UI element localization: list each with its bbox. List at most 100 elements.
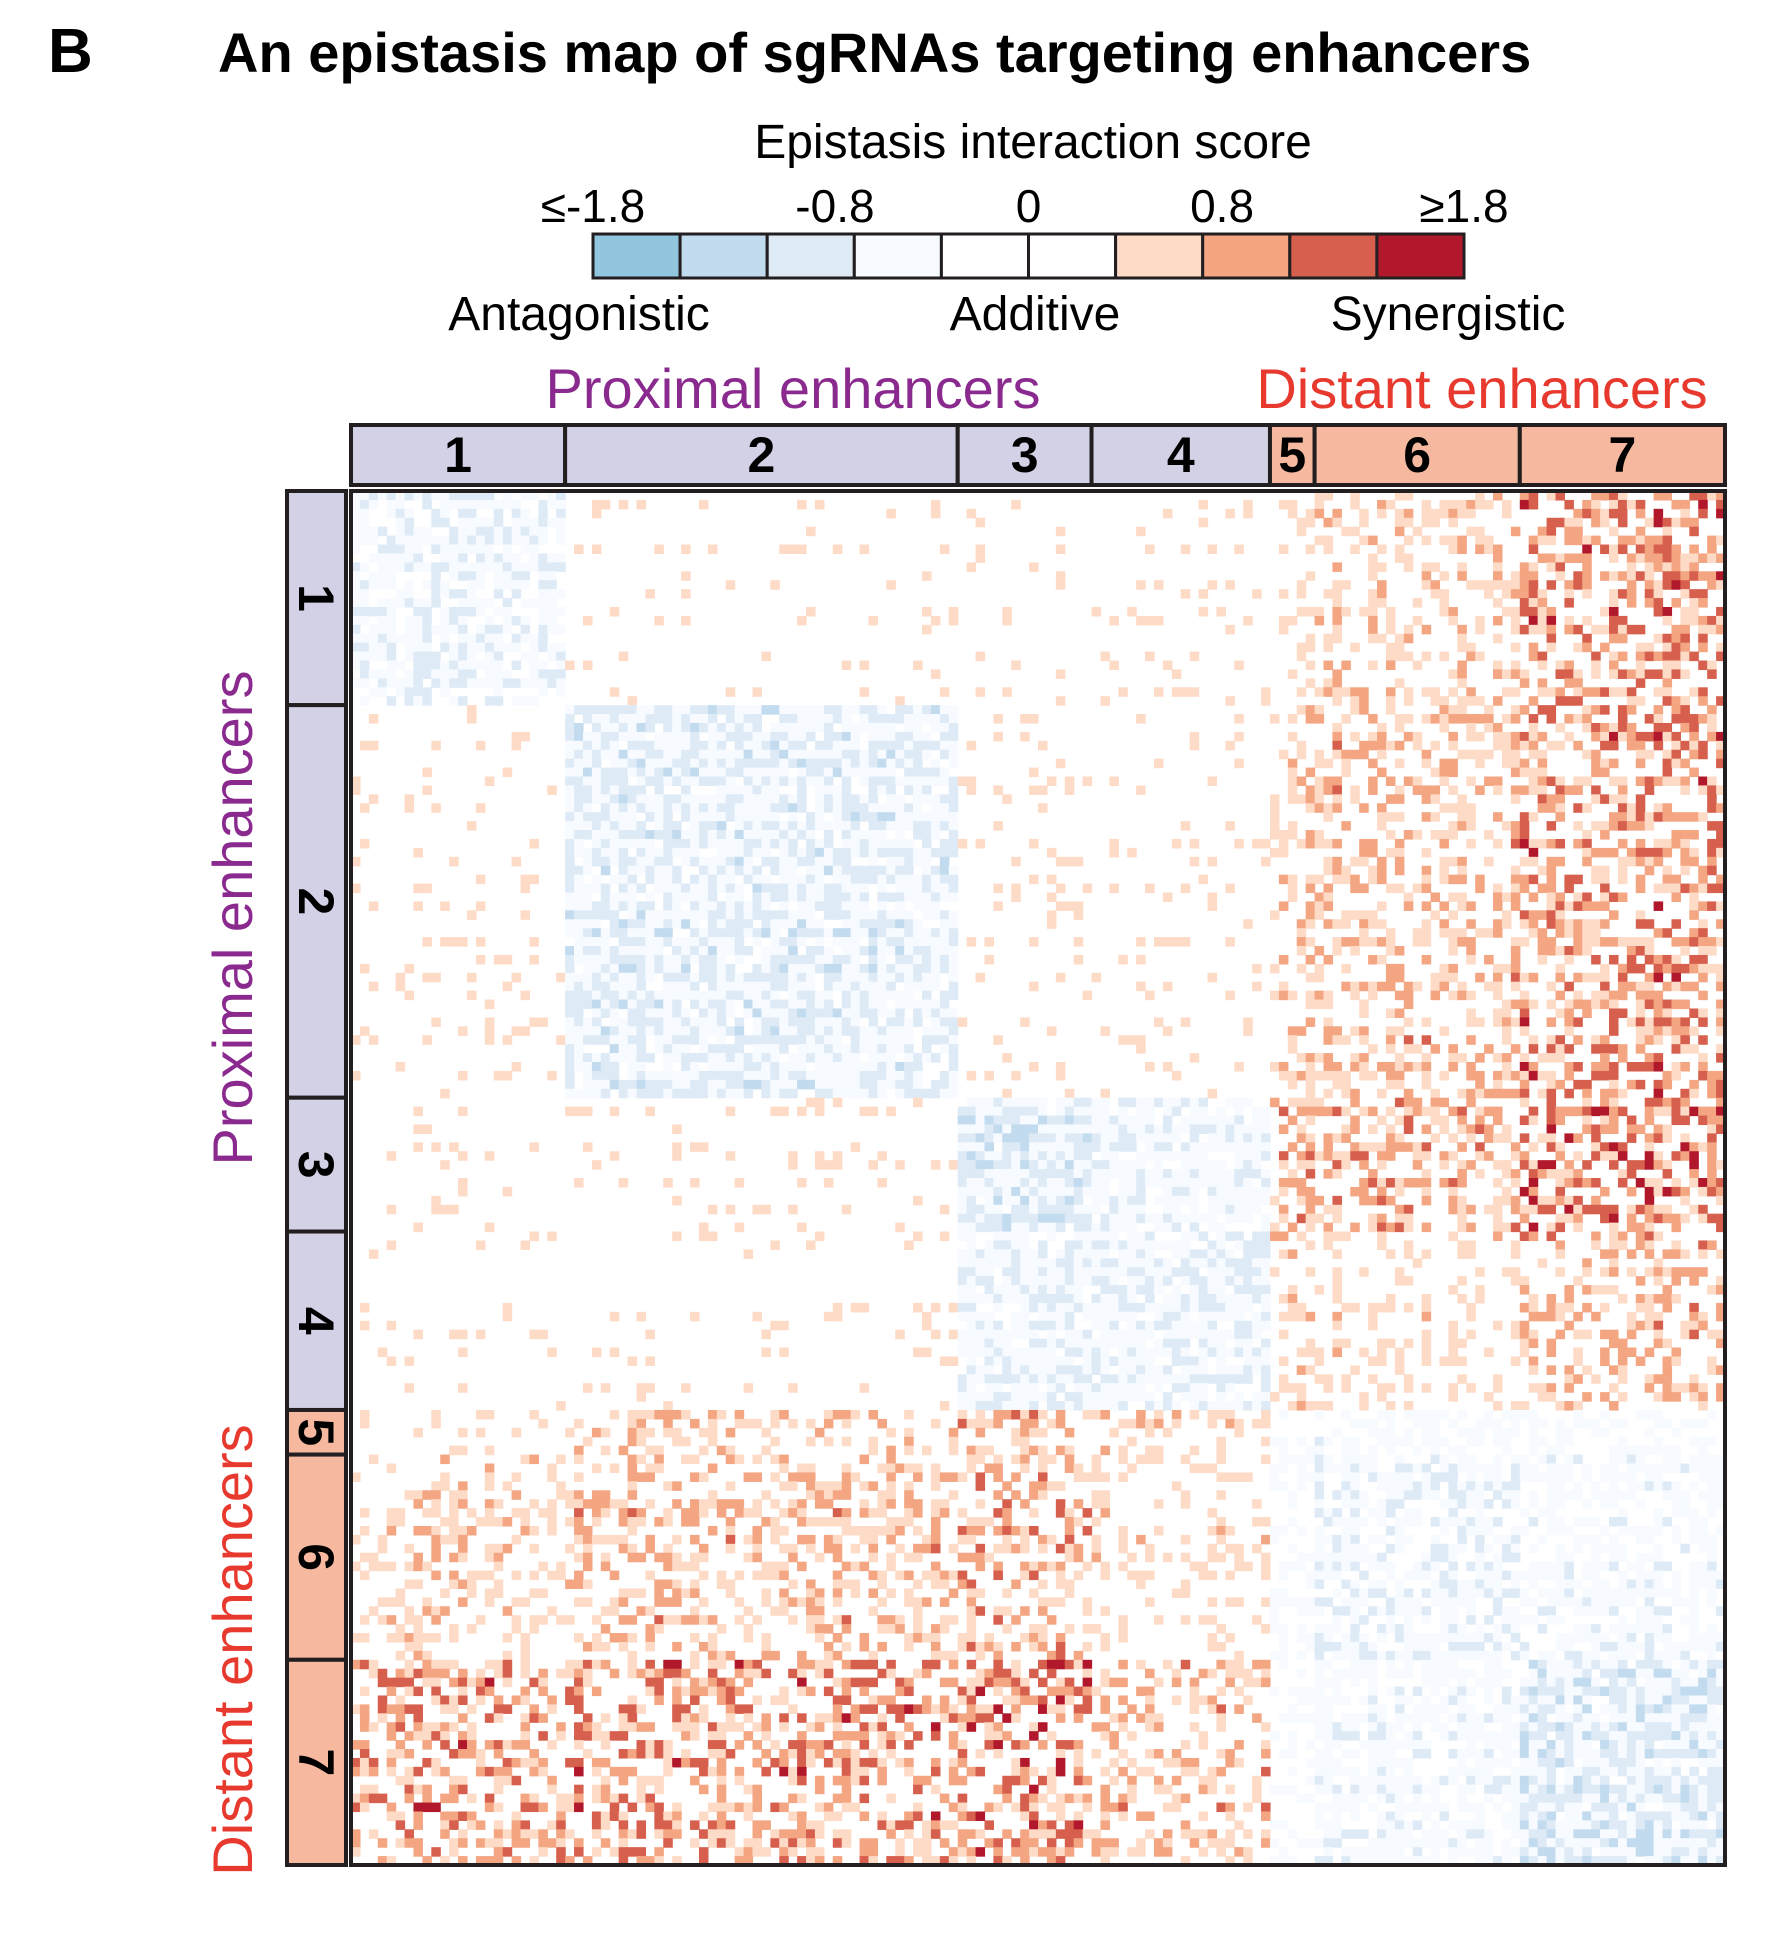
- heatmap-cell: [440, 624, 450, 635]
- heatmap-cell: [975, 1213, 986, 1224]
- heatmap-cell: [1644, 651, 1655, 662]
- heatmap-cell: [779, 1070, 789, 1081]
- heatmap-cell: [1038, 1133, 1048, 1143]
- heatmap-cell: [1519, 1097, 1530, 1108]
- heatmap-cell: [1564, 946, 1574, 956]
- heatmap-cell: [1644, 1017, 1655, 1027]
- heatmap-cell: [948, 954, 959, 965]
- heatmap-cell: [1680, 1088, 1690, 1099]
- heatmap-cell: [1680, 776, 1690, 787]
- heatmap-cell: [368, 491, 379, 501]
- heatmap-cell: [1573, 553, 1583, 563]
- heatmap-cell: [1600, 919, 1610, 929]
- heatmap-cell: [1653, 705, 1664, 715]
- heatmap-cell: [1448, 1186, 1458, 1197]
- heatmap-cell: [1145, 1133, 1155, 1143]
- heatmap-cell: [440, 678, 450, 688]
- heatmap-cell: [404, 615, 415, 626]
- heatmap-cell: [1305, 883, 1316, 894]
- heatmap-cell: [1368, 1106, 1378, 1117]
- heatmap-cell: [1555, 1079, 1565, 1090]
- heatmap-cell: [1501, 999, 1512, 1010]
- heatmap-cell: [725, 1079, 736, 1090]
- heatmap-cell: [1287, 1026, 1298, 1036]
- heatmap-cell: [1439, 1160, 1450, 1170]
- heatmap-cell: [1216, 1195, 1226, 1206]
- heatmap-cell: [1698, 571, 1708, 581]
- heatmap-cell: [475, 874, 486, 885]
- heatmap-cell: [1546, 624, 1557, 635]
- heatmap-cell: [520, 562, 531, 572]
- heatmap-cell: [1448, 1195, 1458, 1206]
- heatmap-cell: [404, 624, 415, 635]
- heatmap-cell: [788, 1017, 798, 1027]
- heatmap-cell: [1653, 508, 1664, 519]
- heatmap-cell: [556, 491, 566, 501]
- heatmap-cell: [565, 758, 575, 769]
- heatmap-cell: [1430, 1097, 1441, 1108]
- heatmap-cell: [1689, 1106, 1699, 1117]
- heatmap-cell: [574, 544, 584, 555]
- heatmap-cell: [1359, 937, 1369, 947]
- heatmap-cell: [1225, 696, 1235, 706]
- heatmap-cell: [975, 1178, 986, 1188]
- heatmap-cell: [386, 544, 397, 555]
- heatmap-cell: [1287, 821, 1298, 831]
- heatmap-cell: [1591, 767, 1601, 778]
- heatmap-cell: [618, 883, 629, 894]
- heatmap-cell: [707, 812, 718, 822]
- heatmap-cell: [359, 669, 370, 679]
- heatmap-cell: [1475, 580, 1485, 590]
- heatmap-cell: [859, 722, 870, 733]
- heatmap-cell: [1501, 669, 1512, 679]
- heatmap-cell: [1573, 669, 1583, 679]
- heatmap-cell: [609, 892, 620, 903]
- heatmap-cell: [565, 999, 575, 1010]
- heatmap-cell: [1385, 1178, 1396, 1188]
- heatmap-cell: [645, 838, 655, 849]
- heatmap-cell: [1100, 1124, 1110, 1134]
- heatmap-cell: [913, 758, 923, 769]
- heatmap-cell: [681, 803, 691, 813]
- heatmap-cell: [359, 660, 370, 671]
- heatmap-cell: [663, 919, 673, 929]
- heatmap-cell: [1662, 678, 1673, 688]
- heatmap-cell: [1305, 1160, 1316, 1170]
- heatmap-cell: [868, 615, 878, 626]
- heatmap-cell: [797, 794, 807, 804]
- heatmap-cell: [582, 1142, 593, 1152]
- heatmap-cell: [565, 954, 575, 965]
- heatmap-cell: [841, 847, 852, 858]
- heatmap-cell: [1671, 838, 1681, 849]
- heatmap-cell: [1510, 669, 1521, 679]
- heatmap-cell: [1448, 963, 1458, 974]
- heatmap-cell: [832, 1097, 843, 1108]
- heatmap-cell: [1519, 705, 1530, 715]
- heatmap-cell: [725, 1088, 736, 1099]
- heatmap-cell: [547, 491, 557, 501]
- heatmap-cell: [957, 838, 968, 849]
- heatmap-cell: [1421, 651, 1432, 662]
- heatmap-cell: [1609, 499, 1619, 510]
- legend-category-label: Antagonistic: [448, 288, 710, 341]
- heatmap-cell: [681, 990, 691, 1001]
- heatmap-cell: [1653, 491, 1664, 501]
- heatmap-cell: [1716, 642, 1726, 653]
- heatmap-cell: [752, 740, 763, 751]
- heatmap-cell: [1671, 919, 1681, 929]
- heatmap-cell: [904, 1079, 914, 1090]
- heatmap-cell: [1493, 722, 1503, 733]
- heatmap-cell: [1136, 714, 1146, 724]
- heatmap-cell: [939, 722, 950, 733]
- heatmap-cell: [1055, 1124, 1066, 1134]
- heatmap-cell: [1305, 1213, 1316, 1224]
- heatmap-cell: [1305, 838, 1316, 849]
- heatmap-cell: [654, 1088, 664, 1099]
- heatmap-cell: [1189, 1195, 1200, 1206]
- heatmap-cell: [591, 767, 602, 778]
- heatmap-cell: [1707, 776, 1717, 787]
- heatmap-cell: [1475, 1106, 1485, 1117]
- heatmap-cell: [395, 508, 406, 519]
- heatmap-cell: [1617, 589, 1628, 599]
- heatmap-cell: [886, 812, 896, 822]
